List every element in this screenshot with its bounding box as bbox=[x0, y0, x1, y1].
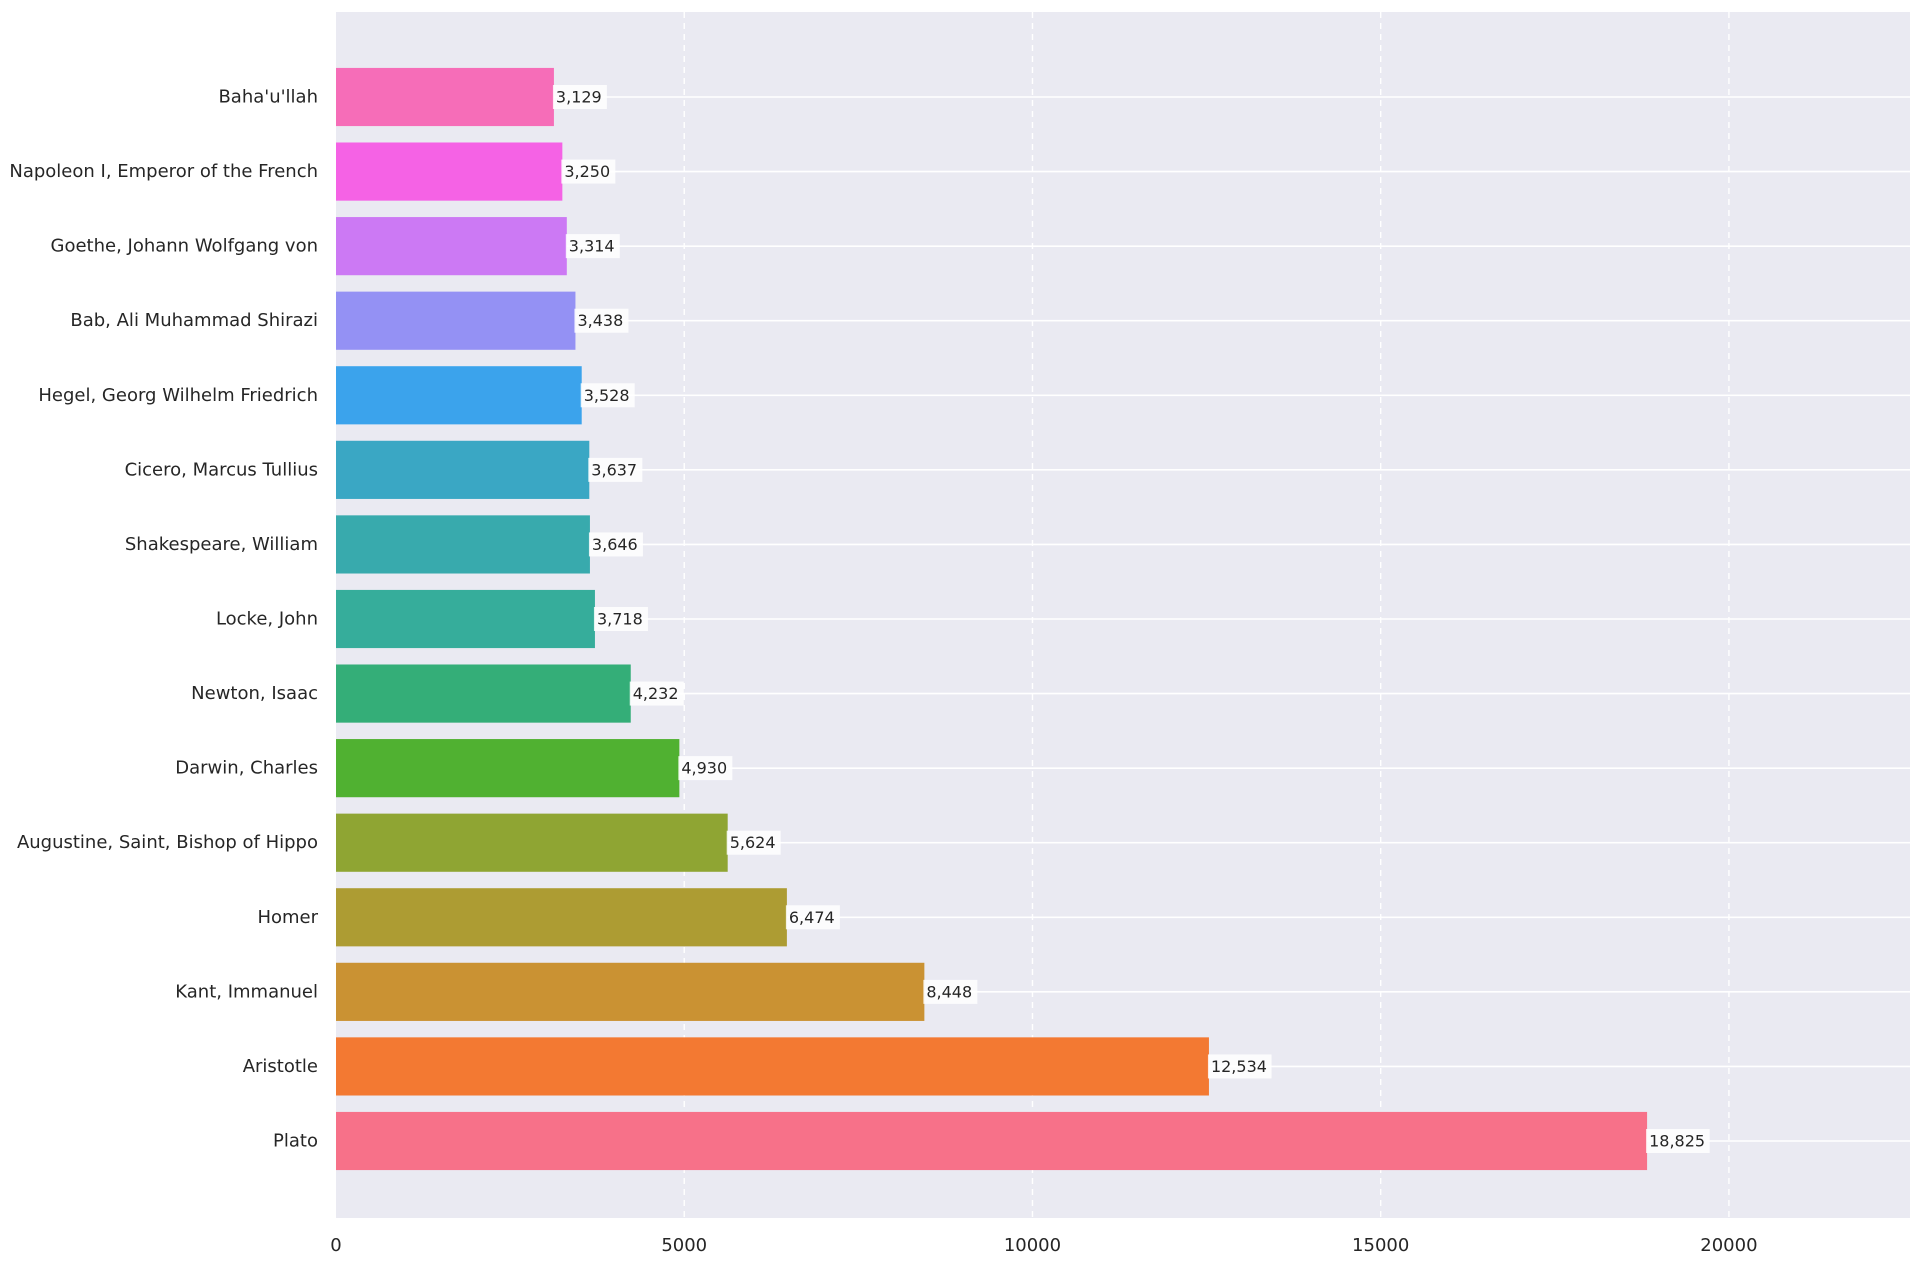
value-label: 3,250 bbox=[564, 162, 610, 181]
value-label: 3,718 bbox=[597, 610, 643, 629]
value-label: 6,474 bbox=[789, 908, 835, 927]
y-tick-label: Baha'u'llah bbox=[218, 87, 318, 108]
value-label: 3,646 bbox=[592, 535, 638, 554]
y-tick-label: Locke, John bbox=[216, 609, 318, 630]
bar bbox=[336, 888, 787, 947]
value-label: 4,930 bbox=[681, 759, 727, 778]
value-label-background bbox=[561, 159, 616, 184]
y-tick-labels: Plato Aristotle Kant, Immanuel Homer Augusti… bbox=[9, 87, 318, 1152]
x-tick-label: 5000 bbox=[661, 1235, 707, 1256]
value-label-background bbox=[629, 681, 684, 706]
value-label: 3,314 bbox=[569, 237, 615, 256]
value-label-background bbox=[588, 457, 643, 482]
value-label-background bbox=[923, 979, 978, 1004]
bar bbox=[336, 515, 590, 574]
value-label: 18,825 bbox=[1649, 1132, 1705, 1151]
value-label-layer: 18,825 12,534 8,448 6,474 5,624 4,930 4,232 3,7… bbox=[552, 85, 1710, 1153]
y-tick-label: Cicero, Marcus Tullius bbox=[125, 459, 318, 480]
value-label: 4,232 bbox=[633, 684, 679, 703]
value-label-background bbox=[574, 308, 629, 333]
value-label: 3,528 bbox=[584, 386, 630, 405]
x-tick-label: 20000 bbox=[1700, 1235, 1757, 1256]
y-tick-label: Homer bbox=[257, 907, 318, 928]
value-label: 8,448 bbox=[926, 982, 972, 1001]
bar bbox=[336, 366, 582, 425]
y-tick-label: Augustine, Saint, Bishop of Hippo bbox=[17, 832, 318, 853]
y-tick-label: Napoleon I, Emperor of the French bbox=[9, 161, 318, 182]
bar bbox=[336, 142, 563, 201]
bar bbox=[336, 813, 728, 872]
value-label-background bbox=[580, 383, 635, 408]
value-label-background bbox=[1207, 1054, 1272, 1079]
y-tick-label: Bab, Ali Muhammad Shirazi bbox=[70, 310, 318, 331]
bar bbox=[336, 67, 554, 127]
value-label-background bbox=[678, 756, 733, 781]
value-label: 5,624 bbox=[730, 833, 776, 852]
value-label-background bbox=[1646, 1129, 1710, 1153]
value-label-background bbox=[726, 830, 781, 855]
x-tick-label: 10000 bbox=[1004, 1235, 1061, 1256]
bar bbox=[336, 1037, 1209, 1096]
bar bbox=[336, 962, 925, 1021]
bar-layer bbox=[336, 67, 1648, 1171]
bar bbox=[336, 440, 590, 499]
x-tick-label: 15000 bbox=[1352, 1235, 1409, 1256]
y-tick-label: Kant, Immanuel bbox=[175, 981, 318, 1002]
bar bbox=[336, 217, 567, 276]
y-tick-label: Hegel, Georg Wilhelm Friedrich bbox=[38, 385, 318, 406]
bar bbox=[336, 739, 680, 798]
value-label-background bbox=[588, 532, 643, 557]
value-label: 12,534 bbox=[1211, 1057, 1267, 1076]
value-label: 3,637 bbox=[591, 460, 637, 479]
value-label-background bbox=[552, 85, 607, 109]
y-tick-label: Aristotle bbox=[243, 1056, 318, 1077]
value-label: 3,438 bbox=[577, 311, 623, 330]
value-label: 3,129 bbox=[556, 88, 602, 107]
y-tick-label: Shakespeare, William bbox=[125, 534, 318, 555]
y-tick-label: Newton, Isaac bbox=[191, 683, 318, 704]
bar bbox=[336, 291, 576, 350]
y-tick-label: Plato bbox=[273, 1131, 318, 1152]
value-label-background bbox=[565, 234, 620, 259]
value-label-background bbox=[785, 905, 840, 930]
bar bbox=[336, 589, 595, 649]
value-label-background bbox=[593, 607, 648, 631]
y-tick-label: Goethe, Johann Wolfgang von bbox=[51, 236, 319, 257]
x-tick-label: 0 bbox=[330, 1235, 341, 1256]
bar bbox=[336, 664, 631, 723]
bar bbox=[336, 1111, 1648, 1171]
y-tick-label: Darwin, Charles bbox=[175, 758, 318, 779]
x-tick-labels: 0 5000 10000 15000 20000 bbox=[330, 1235, 1757, 1256]
